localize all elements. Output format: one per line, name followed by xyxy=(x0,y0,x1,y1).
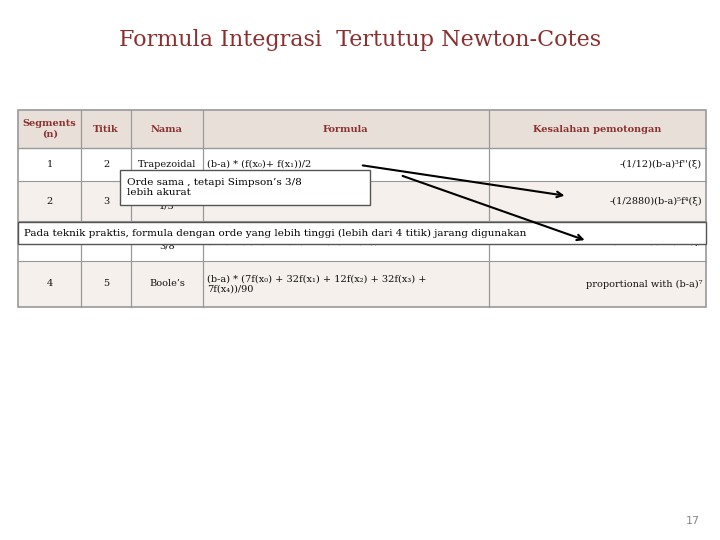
Text: Nama: Nama xyxy=(151,125,183,133)
Text: Simpson’s
1/3: Simpson’s 1/3 xyxy=(142,191,192,211)
Bar xyxy=(18,261,706,307)
Text: 3: 3 xyxy=(103,197,109,206)
Text: Simpson’s
3/8: Simpson’s 3/8 xyxy=(142,231,192,251)
Text: 2: 2 xyxy=(103,160,109,169)
Text: -(1/6480)(b-a)⁵f⁴(ξ): -(1/6480)(b-a)⁵f⁴(ξ) xyxy=(609,237,702,246)
Text: Formula: Formula xyxy=(323,125,369,133)
Text: -(1/12)(b-a)³f''(ξ): -(1/12)(b-a)³f''(ξ) xyxy=(620,160,702,169)
Bar xyxy=(18,181,706,221)
Text: 4: 4 xyxy=(103,237,109,246)
Text: (b-a) * (f(x₀)+ 4f(x₁)+f(x₂))/6: (b-a) * (f(x₀)+ 4f(x₁)+f(x₂))/6 xyxy=(207,197,346,206)
Text: -(1/2880)(b-a)⁵f⁴(ξ): -(1/2880)(b-a)⁵f⁴(ξ) xyxy=(609,197,702,206)
Text: Kesalahan pemotongan: Kesalahan pemotongan xyxy=(533,125,662,133)
Text: Segments
(n): Segments (n) xyxy=(23,119,76,139)
Text: Titik: Titik xyxy=(94,125,119,133)
Bar xyxy=(120,170,370,205)
Bar xyxy=(18,222,706,244)
Text: 4: 4 xyxy=(47,280,53,288)
Text: Formula Integrasi  Tertutup Newton-Cotes: Formula Integrasi Tertutup Newton-Cotes xyxy=(119,29,601,51)
Text: (b-a) * (7f(x₀) + 32f(x₁) + 12f(x₂) + 32f(x₃) +
7f(x₄))/90: (b-a) * (7f(x₀) + 32f(x₁) + 12f(x₂) + 32… xyxy=(207,274,426,294)
Text: 5: 5 xyxy=(103,280,109,288)
Bar xyxy=(18,110,706,307)
Text: (b-a) * (f(x₀)+ f(x₁))/2: (b-a) * (f(x₀)+ f(x₁))/2 xyxy=(207,160,311,169)
Text: (b-a) * (f(x₀)+ 3f(x₁)+ 3f(x₂)+ f(x₃))/8: (b-a) * (f(x₀)+ 3f(x₁)+ 3f(x₂)+ f(x₃))/8 xyxy=(207,237,388,246)
Text: 3: 3 xyxy=(47,237,53,246)
Text: Trapezoidal: Trapezoidal xyxy=(138,160,196,169)
Bar xyxy=(18,110,706,148)
Text: 2: 2 xyxy=(47,197,53,206)
Text: Pada teknik praktis, formula dengan orde yang lebih tinggi (lebih dari 4 titik) : Pada teknik praktis, formula dengan orde… xyxy=(24,228,526,238)
Text: Orde sama , tetapi Simpson’s 3/8
lebih akurat: Orde sama , tetapi Simpson’s 3/8 lebih a… xyxy=(127,178,302,197)
Bar xyxy=(18,221,706,261)
Text: proportional with (b-a)⁷: proportional with (b-a)⁷ xyxy=(585,279,702,288)
Text: 1: 1 xyxy=(47,160,53,169)
Bar xyxy=(18,148,706,181)
Text: 17: 17 xyxy=(686,516,700,526)
Text: Boole’s: Boole’s xyxy=(149,280,185,288)
